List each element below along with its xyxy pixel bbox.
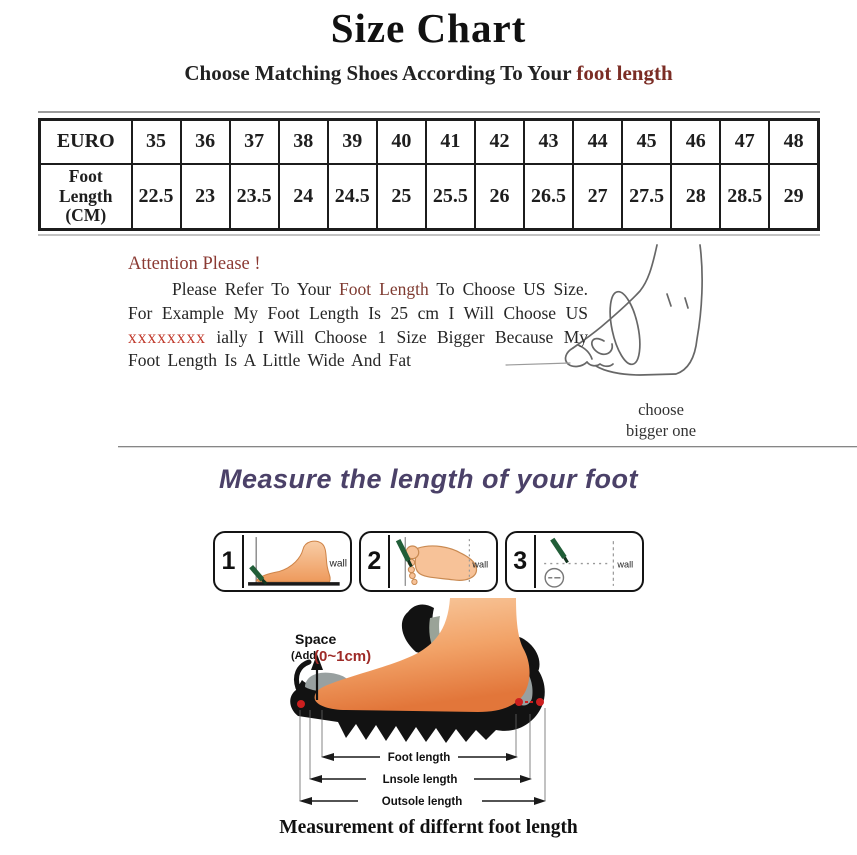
table-bottom-scan-line: [38, 234, 820, 236]
foot-length-value-cell: 26: [473, 162, 526, 231]
euro-size-cell: 46: [670, 118, 722, 165]
toe-measure-dot: [297, 700, 305, 708]
panel-divider: [387, 535, 390, 588]
euro-size-cell: 45: [621, 118, 673, 165]
foot-length-value-cell: 25: [375, 162, 427, 231]
foot-length-value-cell: 25.5: [424, 162, 476, 231]
attention-text: To Choose US Size. For Example My Foot L…: [128, 279, 588, 323]
heel-measure-dot: [515, 698, 523, 706]
table-top-scan-line: [38, 111, 820, 113]
sketch-caption: choose bigger one: [596, 399, 726, 442]
euro-size-cell: 37: [228, 118, 280, 165]
foot-length-row: Foot Length (CM) 22.5 23 23.5 24 24.5 25…: [38, 162, 820, 231]
foot-label-line: Foot: [68, 166, 103, 187]
foot-length-value-cell: 23.5: [228, 162, 280, 231]
foot-length-value-cell: 23: [179, 162, 231, 231]
attention-text: ially I Will Choose 1 Size Bigger Becaus…: [128, 326, 588, 371]
attention-foot-length: Foot Length: [339, 279, 429, 299]
step-number: 2: [367, 547, 382, 575]
step-number: 1: [221, 547, 236, 575]
panel-divider: [533, 535, 536, 588]
euro-size-cell: 48: [768, 118, 820, 165]
guide-lines: [299, 708, 546, 801]
foot-length-value-cell: 24: [277, 162, 329, 231]
euro-row: EURO 35 36 37 38 39 40 41 42 43 44 45 46…: [38, 118, 820, 165]
step-number: 3: [513, 547, 528, 575]
attention-crossed-text: xxxxxxxx: [128, 326, 206, 347]
measure-heading: Measure the length of your foot: [218, 464, 638, 494]
space-add-label: (Add: [291, 650, 316, 662]
page-title: Size Chart: [330, 5, 527, 51]
foot-sketch: [505, 244, 703, 376]
space-arrowhead: [311, 654, 323, 670]
step-panel-3: 3 wall: [504, 531, 644, 592]
step-panel-1: 1 wall: [213, 531, 352, 592]
foot-length-value-cell: 27.5: [621, 162, 673, 231]
insole-length-label: Lnsole length: [383, 774, 458, 786]
section-divider: [118, 446, 857, 448]
heel-measure-dot: [536, 698, 544, 706]
euro-size-cell: 35: [130, 118, 182, 165]
measure-steps: 1 wall 2: [213, 531, 644, 592]
euro-size-cell: 43: [522, 118, 575, 165]
attention-section: Attention Please ! Please Refer To Your …: [128, 254, 588, 373]
attention-paragraph: Please Refer To Your Foot Length To Choo…: [128, 278, 588, 373]
subtitle-highlight: foot length: [576, 61, 673, 85]
euro-size-cell: 38: [277, 118, 329, 165]
measurement-diagram: Space (Add (0~1cm) Foot length Lnsole le…: [290, 598, 546, 808]
sketch-caption-line: bigger one: [625, 421, 697, 441]
euro-size-cell: 40: [375, 118, 427, 165]
euro-size-cell: 36: [179, 118, 231, 165]
shoe-toe-curl: [293, 659, 312, 691]
arrowheads: [299, 753, 546, 805]
euro-header-cell: EURO: [38, 118, 133, 165]
attention-heading: Attention Please !: [128, 254, 261, 274]
step-1-foot-side-illustration: wall: [248, 537, 347, 586]
foot-length-value-cell: 24.5: [326, 162, 378, 231]
foot-shape: [314, 598, 530, 712]
euro-size-cell: 44: [572, 118, 624, 165]
subtitle: Choose Matching Shoes According To Your …: [0, 61, 857, 86]
space-value-label: (0~1cm): [314, 648, 371, 665]
foot-label-line: (CM): [65, 204, 107, 225]
foot-length-value-cell: 29: [768, 162, 820, 231]
foot-length-value-cell: 28: [670, 162, 722, 231]
step-3-measure-illustration: wall: [543, 537, 633, 588]
euro-size-cell: 39: [326, 118, 378, 165]
footer-caption: Measurement of differnt foot length: [279, 817, 578, 838]
attention-text: Please Refer To Your: [172, 279, 340, 299]
space-label: Space: [295, 631, 336, 647]
foot-length-label: Foot length: [388, 752, 451, 764]
wall-label: wall: [328, 559, 347, 570]
foot-length-header-cell: Foot Length (CM): [38, 162, 133, 231]
foot-length-value-cell: 22.5: [130, 162, 182, 231]
panel-divider: [242, 535, 244, 588]
step-2-footprint-illustration: wall: [395, 537, 488, 586]
wall-label: wall: [471, 560, 488, 570]
foot-length-value-cell: 28.5: [719, 162, 771, 231]
sketch-caption-line: choose: [638, 400, 684, 419]
outsole-length-label: Outsole length: [382, 796, 463, 808]
foot-length-value-cell: 27: [572, 162, 624, 231]
euro-size-cell: 42: [473, 118, 526, 165]
wall-label: wall: [616, 560, 633, 570]
foot-label-line: Length: [59, 185, 113, 206]
foot-length-value-cell: 26.5: [522, 162, 575, 231]
size-table: EURO 35 36 37 38 39 40 41 42 43 44 45 46…: [38, 118, 820, 231]
subtitle-prefix: Choose Matching Shoes According To Your: [184, 61, 577, 85]
euro-size-cell: 47: [719, 118, 771, 165]
euro-size-cell: 41: [424, 118, 476, 165]
step-panel-2: 2 wall: [358, 531, 498, 592]
